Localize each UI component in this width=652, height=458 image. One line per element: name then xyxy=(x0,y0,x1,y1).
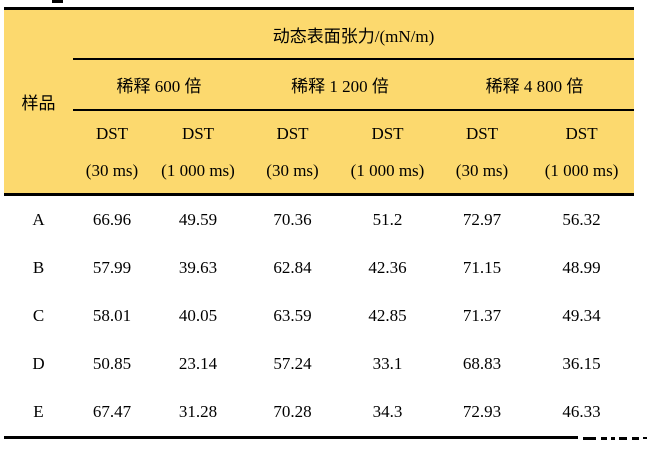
dst-time-label: (30 ms) xyxy=(455,161,509,180)
dst-label: DST xyxy=(276,124,309,143)
value-cell: 39.63 xyxy=(151,244,245,292)
value-cell: 72.93 xyxy=(435,388,529,439)
value-cell: 68.83 xyxy=(435,340,529,388)
dst-label: DST xyxy=(465,124,499,143)
value-cell: 57.99 xyxy=(73,244,151,292)
value-cell: 51.2 xyxy=(340,193,435,244)
value-cell: 40.05 xyxy=(151,292,245,340)
dst-column-header: DST (1 000 ms) xyxy=(151,110,245,195)
value-cell: 71.15 xyxy=(435,244,529,292)
value-cell: 72.97 xyxy=(435,193,529,244)
value-cell: 56.32 xyxy=(529,193,635,244)
value-cell: 49.34 xyxy=(529,292,635,340)
dash-fragment xyxy=(601,437,607,440)
dilution-header: 稀释 1 200 倍 xyxy=(245,59,435,111)
dst-column-header: DST (30 ms) xyxy=(73,110,151,195)
sample-column-header: 样品 xyxy=(4,8,73,195)
table-header: 样品 动态表面张力/(mN/m) 稀释 600 倍稀释 1 200 倍稀释 4 … xyxy=(4,8,635,195)
value-cell: 70.28 xyxy=(245,388,340,439)
dilution-header: 稀释 4 800 倍 xyxy=(435,59,635,111)
dst-label: DST xyxy=(371,124,404,143)
dash-fragment xyxy=(619,437,627,440)
value-cell: 66.96 xyxy=(73,193,151,244)
dash-fragment xyxy=(611,437,615,440)
value-cell: 67.47 xyxy=(73,388,151,439)
value-cell: 34.3 xyxy=(340,388,435,439)
value-cell: 42.85 xyxy=(340,292,435,340)
bottom-border-gap xyxy=(578,435,636,441)
sample-label: E xyxy=(4,388,73,439)
value-cell: 50.85 xyxy=(73,340,151,388)
header-row-unit: 样品 动态表面张力/(mN/m) xyxy=(4,8,635,195)
value-cell: 63.59 xyxy=(245,292,340,340)
value-cell: 23.14 xyxy=(151,340,245,388)
sample-label: A xyxy=(4,193,73,244)
value-cell: 42.36 xyxy=(340,244,435,292)
dash-fragment xyxy=(632,437,639,440)
value-cell: 46.33 xyxy=(529,388,635,439)
value-cell: 48.99 xyxy=(529,244,635,292)
dst-column-header: DST (30 ms) xyxy=(245,110,340,195)
dst-label: DST xyxy=(565,124,598,143)
dilution-header: 稀释 600 倍 xyxy=(73,59,245,111)
table-row: B 57.99 39.63 62.84 42.36 71.15 48.99 xyxy=(4,244,635,292)
value-cell: 31.28 xyxy=(151,388,245,439)
table-row: D 50.85 23.14 57.24 33.1 68.83 36.15 xyxy=(4,340,635,388)
value-cell: 33.1 xyxy=(340,340,435,388)
header-row-dilution: 稀释 600 倍稀释 1 200 倍稀释 4 800 倍 xyxy=(4,59,635,111)
sample-label: B xyxy=(4,244,73,292)
dash-fragment xyxy=(583,437,596,440)
value-cell: 71.37 xyxy=(435,292,529,340)
value-cell: 57.24 xyxy=(245,340,340,388)
dst-label: DST xyxy=(95,124,129,143)
dst-label: DST xyxy=(181,124,215,143)
dash-fragment xyxy=(643,437,647,439)
header-row-dst: DST (30 ms) DST (1 000 ms) DST (30 ms) DST (1 0… xyxy=(4,110,635,195)
sample-label: C xyxy=(4,292,73,340)
dst-time-label: (30 ms) xyxy=(85,161,139,180)
table-row: A 66.96 49.59 70.36 51.2 72.97 56.32 xyxy=(4,193,635,244)
top-edge-artifact xyxy=(52,0,63,3)
table-row: E 67.47 31.28 70.28 34.3 72.93 46.33 xyxy=(4,388,635,439)
value-cell: 70.36 xyxy=(245,193,340,244)
dst-time-label: (1 000 ms) xyxy=(350,161,425,180)
value-cell: 58.01 xyxy=(73,292,151,340)
value-cell: 49.59 xyxy=(151,193,245,244)
dst-time-label: (30 ms) xyxy=(266,161,319,180)
dst-column-header: DST (1 000 ms) xyxy=(529,110,635,195)
unit-header: 动态表面张力/(mN/m) xyxy=(73,8,635,60)
value-cell: 62.84 xyxy=(245,244,340,292)
sample-label: D xyxy=(4,340,73,388)
value-cell: 36.15 xyxy=(529,340,635,388)
dynamic-surface-tension-table: 样品 动态表面张力/(mN/m) 稀释 600 倍稀释 1 200 倍稀释 4 … xyxy=(4,7,635,439)
table-body: A 66.96 49.59 70.36 51.2 72.97 56.32 B 57.99 39.6… xyxy=(4,193,635,439)
dst-column-header: DST (30 ms) xyxy=(435,110,529,195)
dst-column-header: DST (1 000 ms) xyxy=(340,110,435,195)
dst-time-label: (1 000 ms) xyxy=(544,161,619,180)
table-row: C 58.01 40.05 63.59 42.85 71.37 49.34 xyxy=(4,292,635,340)
dst-time-label: (1 000 ms) xyxy=(161,161,235,180)
